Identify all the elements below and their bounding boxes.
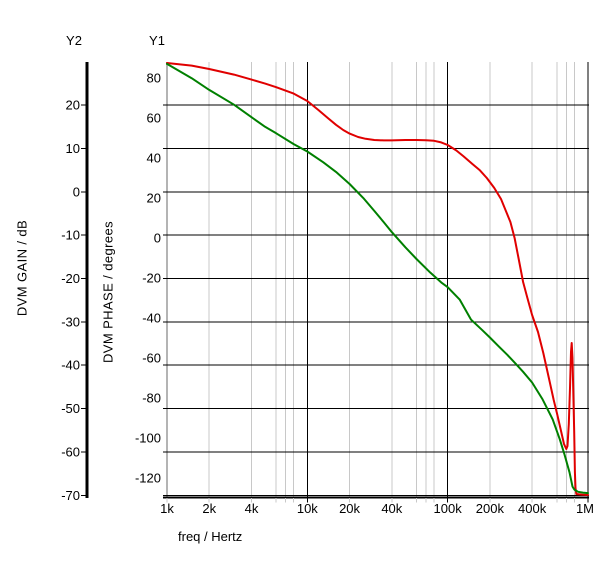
x-tick-label: 4k: [245, 501, 259, 516]
horizontal-gridlines: [163, 104, 589, 496]
y1-tick-label: 0: [154, 231, 161, 246]
y2-tick-label: -70: [61, 488, 80, 503]
y2-tick-labels: 20 10 0 -10 -20 -30 -40 -50 -60 -70: [61, 98, 80, 503]
gain-curve[interactable]: [166, 62, 589, 495]
y2-tick-label: -50: [61, 401, 80, 416]
y2-tick-label: 20: [66, 98, 80, 113]
x-tick-label: 2k: [202, 501, 216, 516]
x-tick-label: 20k: [339, 501, 360, 516]
y1-tick-label: -120: [135, 471, 161, 486]
x-tick-label: 400k: [518, 501, 547, 516]
x-axis-ticks: [166, 498, 589, 503]
y2-tick-label: -60: [61, 444, 80, 459]
y1-tick-label: 40: [147, 151, 161, 166]
x-axis-title: freq / Hertz: [178, 529, 243, 544]
x-tick-label: 40k: [381, 501, 402, 516]
y2-tick-label: -30: [61, 314, 80, 329]
x-tick-label: 200k: [476, 501, 505, 516]
y2-tick-label: -10: [61, 228, 80, 243]
y2-tick-label: -40: [61, 358, 80, 373]
y1-tick-label: 20: [147, 191, 161, 206]
x-tick-label: 1k: [160, 501, 174, 516]
y1-tick-label: 60: [147, 111, 161, 126]
y2-tick-label: 10: [66, 141, 80, 156]
x-tick-label: 100k: [434, 501, 463, 516]
y1-tick-label: -80: [142, 391, 161, 406]
y1-tick-label: -100: [135, 431, 161, 446]
y1-axis-name: Y1: [149, 33, 165, 48]
y1-tick-label: 80: [147, 71, 161, 86]
phase-curve[interactable]: [166, 62, 589, 496]
x-tick-labels: 1k 2k 4k 10k 20k 40k 100k 200k 400k 1M: [160, 501, 594, 516]
y2-axis-ticks: [81, 104, 86, 496]
y1-tick-labels: 80 60 40 20 0 -20 -40 -60 -80 -100 -120: [135, 71, 161, 486]
y1-tick-label: -60: [142, 351, 161, 366]
minor-gridlines: [208, 62, 575, 498]
x-tick-label: 10k: [297, 501, 318, 516]
x-tick-label: 1M: [576, 501, 594, 516]
y2-tick-label: 0: [73, 184, 80, 199]
y1-tick-label: -40: [142, 311, 161, 326]
y2-axis-name: Y2: [66, 33, 82, 48]
major-gridlines: [306, 62, 589, 498]
y2-tick-label: -20: [61, 271, 80, 286]
y1-tick-label: -20: [142, 271, 161, 286]
